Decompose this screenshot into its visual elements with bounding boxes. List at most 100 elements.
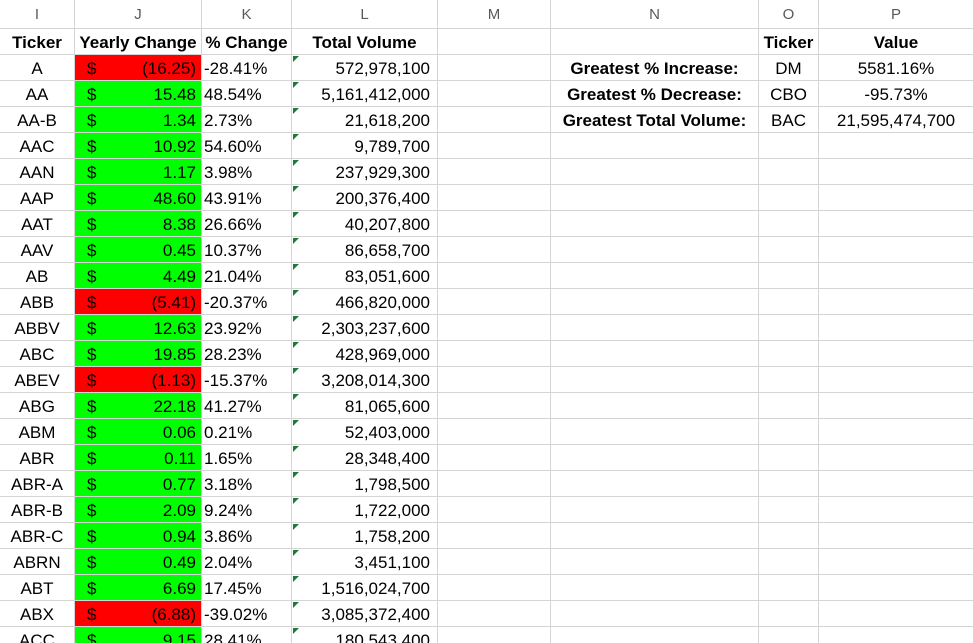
empty-cell[interactable] <box>551 315 759 341</box>
empty-cell[interactable] <box>551 471 759 497</box>
empty-cell[interactable] <box>819 367 974 393</box>
pct-change-cell[interactable]: -15.37% <box>202 367 292 393</box>
yearly-change-cell[interactable]: $0.77 <box>75 471 202 497</box>
yearly-change-cell[interactable]: $8.38 <box>75 211 202 237</box>
yearly-change-cell[interactable]: $0.11 <box>75 445 202 471</box>
total-volume-cell[interactable]: 3,208,014,300 <box>292 367 438 393</box>
empty-cell[interactable] <box>759 211 819 237</box>
empty-cell[interactable] <box>438 237 551 263</box>
yearly-change-cell[interactable]: $0.94 <box>75 523 202 549</box>
empty-cell[interactable] <box>551 575 759 601</box>
yearly-change-cell[interactable]: $ (16.25) <box>75 55 202 81</box>
total-volume-cell[interactable]: 3,451,100 <box>292 549 438 575</box>
pct-change-cell[interactable]: 28.23% <box>202 341 292 367</box>
total-volume-cell[interactable]: 83,051,600 <box>292 263 438 289</box>
ticker-cell[interactable]: AA-B <box>0 107 75 133</box>
ticker-cell[interactable]: ABR <box>0 445 75 471</box>
empty-cell[interactable] <box>438 601 551 627</box>
total-volume-cell[interactable]: 9,789,700 <box>292 133 438 159</box>
summary-label[interactable]: Greatest Total Volume: <box>551 107 759 133</box>
yearly-change-cell[interactable]: $0.49 <box>75 549 202 575</box>
empty-cell[interactable] <box>438 393 551 419</box>
column-header-0[interactable]: I <box>0 0 75 29</box>
total-volume-cell[interactable]: 21,618,200 <box>292 107 438 133</box>
total-volume-cell[interactable]: 237,929,300 <box>292 159 438 185</box>
ticker-cell[interactable]: AA <box>0 81 75 107</box>
empty-cell[interactable] <box>551 211 759 237</box>
total-volume-cell[interactable]: 200,376,400 <box>292 185 438 211</box>
column-header-3[interactable]: L <box>292 0 438 29</box>
empty-cell[interactable] <box>759 445 819 471</box>
pct-change-cell[interactable]: 54.60% <box>202 133 292 159</box>
total-volume-cell[interactable]: 428,969,000 <box>292 341 438 367</box>
empty-cell[interactable] <box>438 471 551 497</box>
column-header-2[interactable]: K <box>202 0 292 29</box>
ticker-cell[interactable]: ABRN <box>0 549 75 575</box>
yearly-change-cell[interactable]: $ (5.41) <box>75 289 202 315</box>
pct-change-cell[interactable]: 10.37% <box>202 237 292 263</box>
ticker-cell[interactable]: AAV <box>0 237 75 263</box>
ticker-cell[interactable]: A <box>0 55 75 81</box>
yearly-change-cell[interactable]: $10.92 <box>75 133 202 159</box>
empty-cell[interactable] <box>438 367 551 393</box>
empty-cell[interactable] <box>551 627 759 643</box>
ticker-cell[interactable]: ABR-C <box>0 523 75 549</box>
summary-value[interactable]: 21,595,474,700 <box>819 107 974 133</box>
ticker-cell[interactable]: AAN <box>0 159 75 185</box>
total-volume-cell[interactable]: 5,161,412,000 <box>292 81 438 107</box>
empty-cell[interactable] <box>819 315 974 341</box>
empty-cell[interactable] <box>438 263 551 289</box>
total-volume-cell[interactable]: 81,065,600 <box>292 393 438 419</box>
empty-cell[interactable] <box>759 575 819 601</box>
empty-cell[interactable] <box>438 497 551 523</box>
empty-cell[interactable] <box>551 419 759 445</box>
empty-cell[interactable] <box>819 445 974 471</box>
empty-cell[interactable] <box>551 523 759 549</box>
summary-header-value[interactable]: Value <box>819 29 974 55</box>
empty-cell[interactable] <box>759 133 819 159</box>
empty-cell[interactable] <box>551 445 759 471</box>
total-volume-cell[interactable]: 3,085,372,400 <box>292 601 438 627</box>
empty-cell[interactable] <box>438 419 551 445</box>
pct-change-cell[interactable]: 3.86% <box>202 523 292 549</box>
ticker-cell[interactable]: ABC <box>0 341 75 367</box>
empty-cell[interactable] <box>759 419 819 445</box>
pct-change-cell[interactable]: 2.04% <box>202 549 292 575</box>
empty-cell[interactable] <box>819 341 974 367</box>
total-volume-cell[interactable]: 1,722,000 <box>292 497 438 523</box>
empty-cell[interactable] <box>819 419 974 445</box>
empty-cell[interactable] <box>551 133 759 159</box>
empty-cell[interactable] <box>551 29 759 55</box>
yearly-change-cell[interactable]: $2.09 <box>75 497 202 523</box>
empty-cell[interactable] <box>438 445 551 471</box>
empty-cell[interactable] <box>759 315 819 341</box>
total-volume-cell[interactable]: 1,758,200 <box>292 523 438 549</box>
empty-cell[interactable] <box>759 627 819 643</box>
ticker-cell[interactable]: AAC <box>0 133 75 159</box>
ticker-cell[interactable]: ABX <box>0 601 75 627</box>
empty-cell[interactable] <box>551 601 759 627</box>
empty-cell[interactable] <box>551 159 759 185</box>
empty-cell[interactable] <box>819 601 974 627</box>
empty-cell[interactable] <box>551 367 759 393</box>
empty-cell[interactable] <box>759 341 819 367</box>
pct-change-cell[interactable]: 43.91% <box>202 185 292 211</box>
total-volume-cell[interactable]: 52,403,000 <box>292 419 438 445</box>
empty-cell[interactable] <box>759 159 819 185</box>
yearly-change-cell[interactable]: $0.06 <box>75 419 202 445</box>
empty-cell[interactable] <box>438 289 551 315</box>
summary-ticker[interactable]: BAC <box>759 107 819 133</box>
pct-change-cell[interactable]: 17.45% <box>202 575 292 601</box>
total-volume-cell[interactable]: 86,658,700 <box>292 237 438 263</box>
header-pct-change[interactable]: % Change <box>202 29 292 55</box>
empty-cell[interactable] <box>438 211 551 237</box>
empty-cell[interactable] <box>551 185 759 211</box>
summary-label[interactable]: Greatest % Increase: <box>551 55 759 81</box>
header-ticker[interactable]: Ticker <box>0 29 75 55</box>
empty-cell[interactable] <box>759 289 819 315</box>
summary-ticker[interactable]: DM <box>759 55 819 81</box>
pct-change-cell[interactable]: 1.65% <box>202 445 292 471</box>
empty-cell[interactable] <box>759 367 819 393</box>
summary-header-ticker[interactable]: Ticker <box>759 29 819 55</box>
ticker-cell[interactable]: ABR-A <box>0 471 75 497</box>
